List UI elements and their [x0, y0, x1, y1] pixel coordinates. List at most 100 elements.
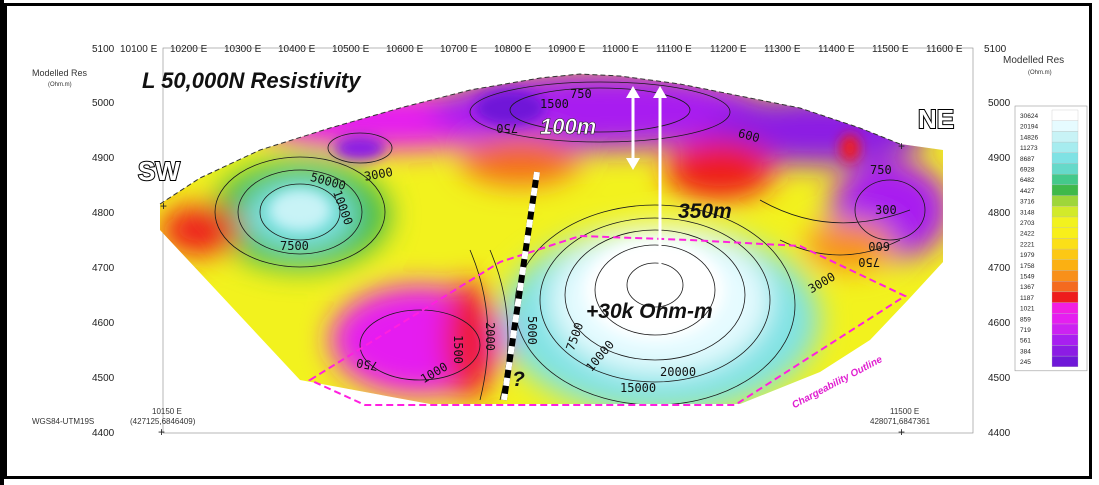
- legend-swatch: [1052, 345, 1078, 356]
- legend-swatch: [1052, 185, 1078, 196]
- legend-value: 384: [1020, 348, 1031, 355]
- tick-top-4: 10400 E: [278, 44, 316, 55]
- legend-swatch: [1052, 131, 1078, 142]
- top-axis: 5100 10100 E 10200 E 10300 E 10400 E 105…: [92, 44, 1007, 55]
- ne-label: NE: [918, 104, 954, 134]
- origin-cross-bottom: +: [158, 425, 165, 439]
- tick-top-1: 10100 E: [120, 44, 158, 55]
- legend-swatch: [1052, 110, 1078, 121]
- left-axis-title: Modelled Res: [32, 68, 88, 78]
- legend-swatch: [1052, 271, 1078, 282]
- tick-left-2: 4800: [92, 208, 115, 219]
- tick-top-12: 11200 E: [710, 44, 747, 55]
- legend-value: 20194: [1020, 124, 1038, 131]
- legend-swatch: [1052, 142, 1078, 153]
- bottom-left-local: 10150 E: [152, 407, 182, 416]
- tick-left-4: 4600: [92, 318, 115, 329]
- legend-swatch: [1052, 335, 1078, 346]
- contour-label: 750: [570, 87, 592, 101]
- tick-right-2: 4800: [988, 208, 1011, 219]
- tick-top-16: 11600 E: [926, 44, 963, 55]
- legend-value: 8687: [1020, 156, 1035, 163]
- legend-value: 6928: [1020, 167, 1035, 174]
- question-mark-label: ?: [512, 368, 525, 391]
- contour-label: 750: [870, 163, 892, 177]
- legend-value: 3716: [1020, 199, 1035, 206]
- legend-value: 30624: [1020, 113, 1038, 120]
- tick-right-1: 4900: [988, 153, 1011, 164]
- legend-value: 2221: [1020, 241, 1035, 248]
- legend-swatch: [1052, 249, 1078, 260]
- contour-label: 5000: [525, 316, 539, 345]
- legend-swatch: [1052, 238, 1078, 249]
- legend-value: 561: [1020, 338, 1031, 345]
- tick-top-5: 10500 E: [332, 44, 370, 55]
- contour-label: 600: [868, 239, 890, 253]
- legend-swatch: [1052, 121, 1078, 132]
- legend-swatch: [1052, 153, 1078, 164]
- tick-left-3: 4700: [92, 263, 115, 274]
- contour-label: 1500: [451, 335, 465, 364]
- tick-right-5: 4500: [988, 373, 1011, 384]
- contour-label: 1500: [540, 97, 569, 111]
- contour-label: 15000: [620, 381, 656, 395]
- legend-value: 1367: [1020, 284, 1035, 291]
- legend-swatch: [1052, 303, 1078, 314]
- bottom-right-local: 11500 E: [890, 407, 919, 416]
- tick-top-7: 10700 E: [440, 44, 478, 55]
- contour-label: 2000: [483, 322, 497, 351]
- legend-swatch: [1052, 281, 1078, 292]
- legend-swatch: [1052, 356, 1078, 367]
- legend-value: 719: [1020, 327, 1031, 334]
- legend-value: 4427: [1020, 188, 1035, 195]
- contour-label: 300: [875, 203, 897, 217]
- tick-right-0: 5000: [988, 98, 1011, 109]
- tick-left-6: 4400: [92, 428, 115, 439]
- tick-left-0: 5000: [92, 98, 115, 109]
- depth-100-label: 100m: [540, 114, 596, 139]
- crs-label: WGS84-UTM19S: [32, 417, 94, 426]
- left-axis-unit: (Ohm.m): [48, 82, 72, 88]
- legend-value: 245: [1020, 359, 1031, 366]
- tick-top-14: 11400 E: [818, 44, 855, 55]
- contour-label: 750: [496, 121, 518, 135]
- section-title: L 50,000N Resistivity: [142, 68, 362, 93]
- tick-top-3: 10300 E: [224, 44, 262, 55]
- legend-value: 11273: [1020, 145, 1038, 152]
- legend-value: 1187: [1020, 295, 1034, 302]
- legend-value: 2703: [1020, 220, 1035, 227]
- legend-swatch: [1052, 228, 1078, 239]
- legend-swatch: [1052, 324, 1078, 335]
- tick-top-9: 10900 E: [548, 44, 586, 55]
- legend-swatch: [1052, 174, 1078, 185]
- tick-left-1: 4900: [92, 153, 115, 164]
- legend-value: 1758: [1020, 263, 1035, 270]
- legend-value: 1021: [1020, 306, 1035, 313]
- end-cross-right: +: [898, 139, 905, 153]
- tick-top-6: 10600 E: [386, 44, 424, 55]
- legend-swatch: [1052, 164, 1078, 175]
- tick-right-3: 4700: [988, 263, 1011, 274]
- legend-value: 1549: [1020, 274, 1035, 281]
- legend-value: 3148: [1020, 209, 1035, 216]
- tick-top-17: 5100: [984, 44, 1007, 55]
- sw-label: SW: [138, 156, 180, 186]
- contour-label: 750: [858, 255, 880, 269]
- tick-top-11: 11100 E: [656, 44, 692, 55]
- legend-swatch: [1052, 206, 1078, 217]
- legend-value: 1979: [1020, 252, 1035, 259]
- end-cross-bottom: +: [898, 425, 905, 439]
- legend-swatch: [1052, 313, 1078, 324]
- legend-swatch: [1052, 260, 1078, 271]
- high-resistivity-label: +30k Ohm-m: [586, 300, 713, 323]
- right-axis-title: Modelled Res: [1003, 55, 1064, 66]
- legend-value: 2422: [1020, 231, 1035, 238]
- contour-label: 7500: [280, 239, 309, 253]
- legend-swatch: [1052, 217, 1078, 228]
- right-axis-unit: (Ohm.m): [1028, 70, 1052, 76]
- legend-swatch: [1052, 292, 1078, 303]
- contour-label: 20000: [660, 365, 696, 379]
- tick-top-8: 10800 E: [494, 44, 532, 55]
- tick-left-5: 4500: [92, 373, 115, 384]
